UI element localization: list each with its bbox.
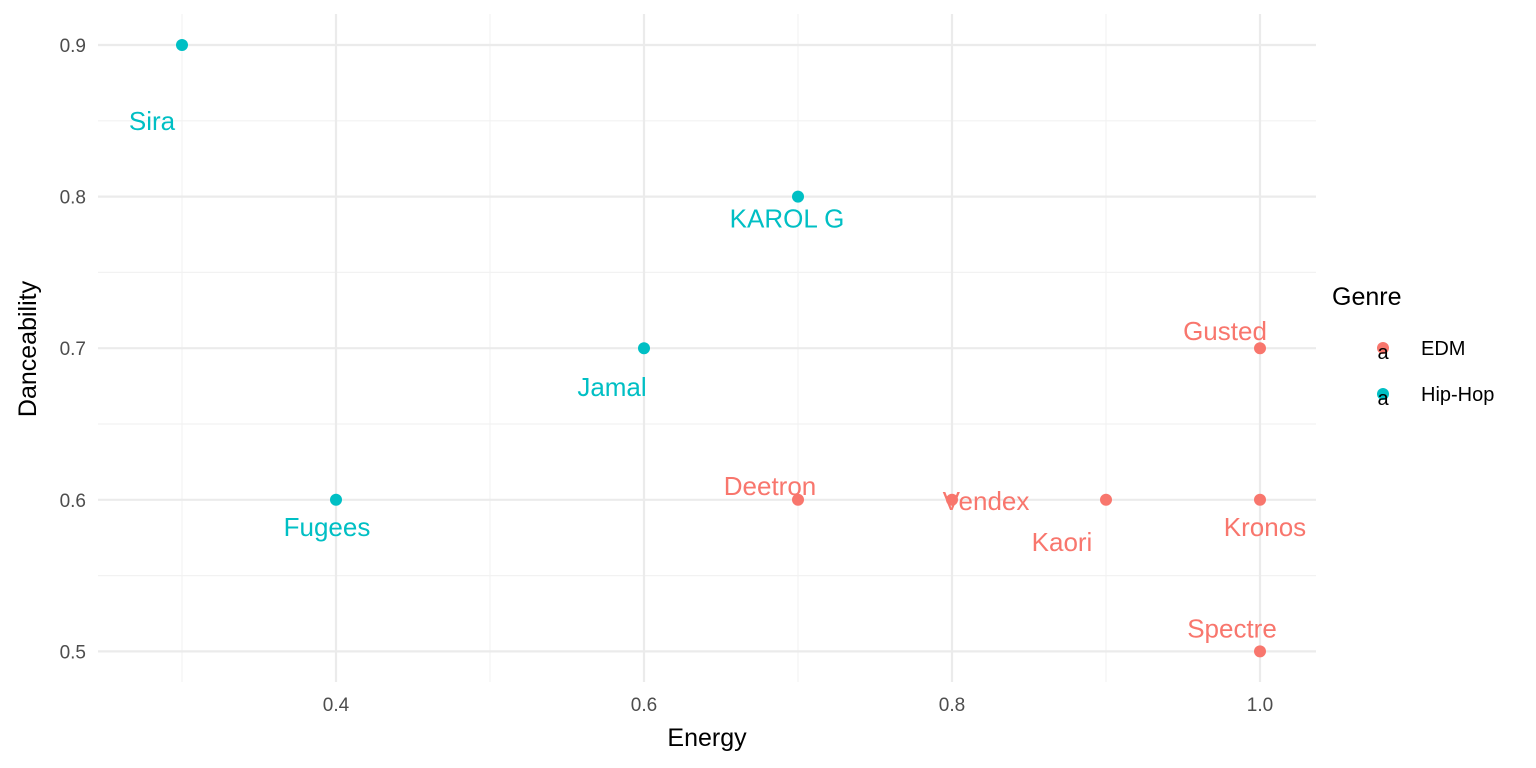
data-point [1254, 342, 1266, 355]
major-gridlines [98, 14, 1316, 682]
y-tick-label: 0.8 [60, 188, 86, 209]
data-point [946, 493, 958, 506]
point-label: Jamal [577, 372, 646, 402]
minor-gridlines [98, 14, 1316, 682]
point-label: Vendex [943, 486, 1030, 516]
legend: Genre a EDM a Hip-Hop [1332, 283, 1494, 410]
data-point [1254, 493, 1266, 506]
point-label: Deetron [724, 471, 817, 501]
x-tick-label: 0.4 [323, 695, 350, 716]
legend-key-point [1377, 342, 1389, 354]
point-label: Fugees [284, 512, 371, 542]
point-label: Kronos [1224, 512, 1306, 542]
y-tick-label: 0.5 [60, 642, 86, 663]
point-label: Kaori [1032, 527, 1093, 557]
legend-key-glyph: a [1377, 342, 1389, 364]
legend-label: EDM [1421, 338, 1465, 360]
point-label: Gusted [1183, 316, 1267, 346]
x-tick-label: 0.8 [939, 695, 965, 716]
legend-key-glyph: a [1377, 388, 1389, 410]
y-axis-title: Danceability [14, 280, 42, 417]
point-label: Spectre [1187, 613, 1277, 643]
data-point [1100, 493, 1112, 506]
data-point [792, 493, 804, 506]
legend-entries: a EDM a Hip-Hop [1377, 338, 1494, 410]
y-axis-ticks: 0.5 0.6 0.7 0.8 0.9 [60, 36, 86, 663]
legend-title: Genre [1332, 283, 1401, 311]
y-tick-label: 0.9 [60, 36, 86, 57]
legend-key-point [1377, 388, 1389, 400]
legend-label: Hip-Hop [1421, 384, 1494, 406]
y-tick-label: 0.7 [60, 339, 86, 360]
x-axis-title: Energy [667, 724, 747, 752]
point-label: KAROL G [730, 204, 845, 234]
data-point [330, 493, 342, 506]
data-point [792, 190, 804, 203]
x-tick-label: 0.6 [631, 695, 657, 716]
x-tick-label: 1.0 [1247, 695, 1273, 716]
data-points [176, 39, 1266, 658]
data-point [176, 39, 188, 51]
point-label: Sira [129, 106, 176, 136]
data-point [638, 342, 650, 355]
data-point [1254, 645, 1266, 658]
y-tick-label: 0.6 [60, 491, 86, 512]
x-axis-ticks: 0.4 0.6 0.8 1.0 [323, 695, 1273, 716]
